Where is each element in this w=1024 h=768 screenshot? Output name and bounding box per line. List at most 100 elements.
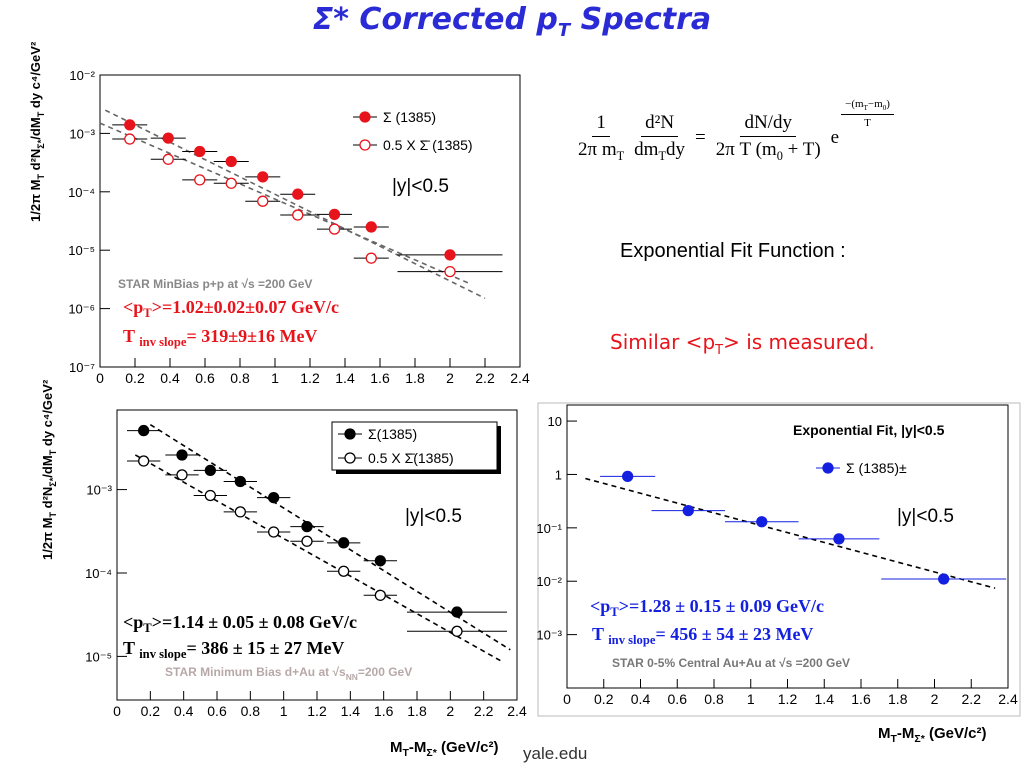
subscript: 0 [776, 148, 783, 163]
chart: 10 1 10⁻¹ 10⁻² 10⁻³ 0 0.2 0.4 0.6 0.8 1 1.2 1.4 1.6 1.… [536, 404, 1018, 745]
annotation: <pT>=1.28 ± 0.15 ± 0.09 GeV/c [590, 596, 824, 619]
text-part: 2π T (m [715, 139, 777, 160]
subscript: T [143, 306, 152, 320]
x-tick-label: 0.8 [704, 691, 724, 707]
data-point [234, 475, 246, 488]
legend-marker [359, 111, 371, 123]
data-point [338, 565, 350, 577]
data-point [124, 133, 136, 145]
x-tick-label: 1.6 [374, 703, 394, 719]
chart: 10⁻² 10⁻³ 10⁻⁴ 10⁻⁵ 10⁻⁶ 10⁻⁷0 0.2 0.4 0.6 0.8 1 1.… [28, 41, 530, 386]
text-part: > is measured. [723, 330, 875, 354]
exponent: −(mT−m0) T [841, 98, 894, 129]
text-part: >=1.28 ± 0.15 ± 0.09 GeV/c [619, 596, 824, 616]
x-tick-label: 1.8 [888, 691, 908, 707]
subscript: T [48, 512, 58, 518]
subscript: T [891, 733, 898, 745]
text-part: -M [897, 725, 915, 742]
subscript: T [36, 174, 46, 180]
data-point [756, 516, 768, 528]
conclusion: Similar <pT> is measured. [610, 330, 875, 358]
annotation: T inv slope= 319±9±16 MeV [123, 326, 317, 349]
data-point [268, 492, 280, 504]
legend-label: 0.5 X Σ̄ (1385) [383, 137, 473, 153]
x-tick-label: 2.4 [510, 370, 530, 386]
legend-marker [822, 462, 834, 474]
data-point [444, 249, 456, 261]
fraction: 1 2π mT [578, 112, 624, 164]
x-tick-label: 0 [96, 370, 104, 386]
text-part: Σ* Corrected p [312, 2, 558, 37]
text-part: Similar <p [610, 330, 716, 354]
x-tick-label: 2.4 [998, 691, 1018, 707]
annotation: |y|<0.5 [405, 506, 462, 527]
x-axis-label: MT-MΣ* (GeV/c²) [878, 725, 987, 745]
x-tick-label: 1 [747, 691, 755, 707]
numerator: dN/dy [740, 112, 796, 137]
x-tick-label: 2.2 [962, 691, 982, 707]
text-part: = 456 ± 54 ± 23 MeV [655, 624, 813, 644]
data-point [176, 449, 188, 461]
x-tick-label: 1.8 [407, 703, 427, 719]
legend-label: Σ(1385) [368, 426, 417, 442]
data-point [301, 535, 313, 547]
fraction: d²N dmTdy [634, 112, 685, 164]
text-part: dy c⁴/GeV² [40, 379, 55, 450]
subscript: T [616, 148, 625, 163]
equals: = [695, 126, 706, 148]
x-tick-label: 0 [113, 703, 121, 719]
data-point [176, 469, 188, 481]
y-axis-label: 1/2π MT d²NΣ*/dMT dy c⁴/GeV² [28, 41, 46, 222]
x-tick-label: 0 [563, 691, 571, 707]
x-tick-label: 1 [271, 370, 279, 386]
fit-line [104, 109, 486, 300]
text-part: dy c⁴/GeV² [28, 41, 43, 112]
x-tick-label: 0.2 [141, 703, 161, 719]
text-part: /dM [28, 117, 43, 139]
x-tick-label: 0.6 [668, 691, 688, 707]
annotation: T inv slope= 456 ± 54 ± 23 MeV [592, 624, 813, 647]
fit-function-label: Exponential Fit Function : [620, 240, 846, 262]
data-point [204, 489, 216, 502]
text-part: =200 GeV [358, 665, 412, 679]
text-part: <p [123, 612, 143, 632]
annotation: STAR MinBias p+p at √s =200 GeV [118, 277, 312, 291]
x-tick-label: 1.2 [307, 703, 327, 719]
fit-line [99, 122, 470, 285]
data-point [374, 589, 386, 601]
data-point [257, 195, 269, 207]
x-tick-label: 0.8 [241, 703, 261, 719]
data-point [374, 555, 386, 567]
subscript: T [715, 343, 724, 358]
x-tick-label: 0.6 [207, 703, 227, 719]
data-point [444, 265, 456, 278]
annotation: STAR 0-5% Central Au+Au at √s =200 GeV [612, 656, 850, 670]
x-tick-label: 1.6 [851, 691, 871, 707]
subscript: T [143, 621, 152, 635]
x-tick-label: 2.4 [507, 703, 527, 719]
y-tick-label: 10⁻⁵ [68, 243, 95, 258]
y-tick-label: 10⁻¹ [536, 521, 562, 536]
denominator: dmTdy [634, 137, 685, 164]
x-tick-label: 0.6 [195, 370, 215, 386]
slide-title: Σ* Corrected pT Spectra [0, 2, 1024, 41]
legend-label: 0.5 X Σ̄(1385) [368, 450, 454, 466]
annotation: <pT>=1.02±0.02±0.07 GeV/c [123, 297, 339, 320]
data-point [225, 155, 237, 168]
text-part: >=1.14 ± 0.05 ± 0.08 GeV/c [152, 612, 357, 632]
legend-label: Σ (1385) [383, 109, 436, 125]
y-tick-label: 10⁻³ [86, 483, 112, 498]
y-tick-label: 10⁻⁴ [68, 185, 95, 200]
text-part: dm [634, 139, 659, 160]
subscript: T [48, 449, 58, 455]
data-point [138, 424, 150, 437]
subscript: Σ* [36, 139, 46, 148]
x-tick-label: 2 [446, 370, 454, 386]
y-tick-label: 10⁻³ [69, 126, 95, 141]
y-tick-label: 1 [555, 467, 562, 482]
data-point [292, 209, 304, 221]
data-point [292, 188, 304, 200]
text-part: /dM [40, 455, 55, 477]
annotation: |y|<0.5 [897, 506, 954, 527]
